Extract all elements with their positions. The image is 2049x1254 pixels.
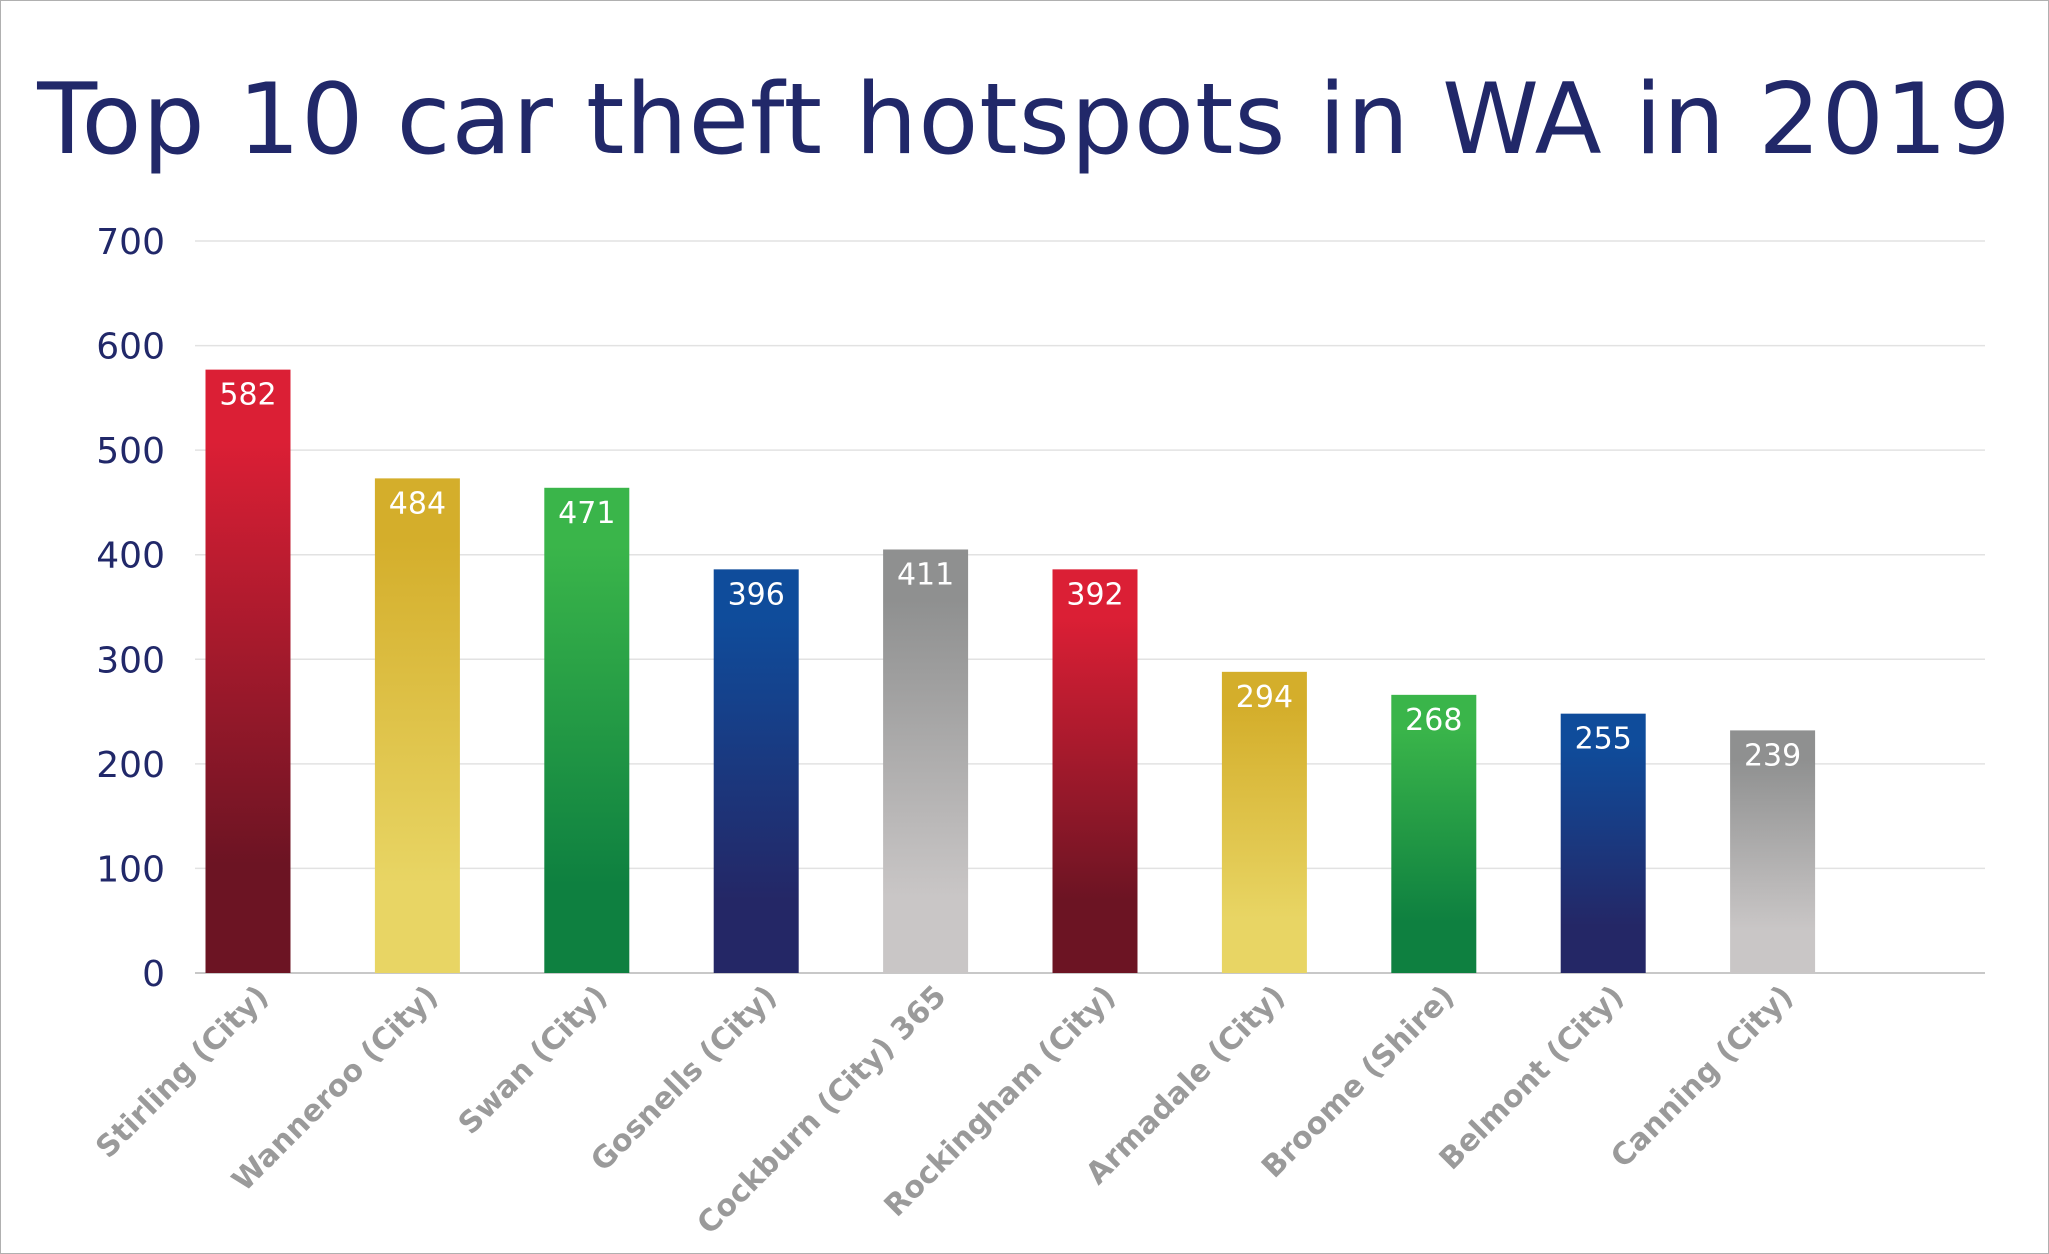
data-label: 268: [1405, 703, 1462, 738]
data-label: 255: [1575, 722, 1632, 757]
data-label: 582: [219, 378, 276, 413]
x-tick-label: Canning (City): [1604, 979, 1800, 1175]
y-tick-label: 0: [142, 954, 165, 995]
y-tick-label: 300: [96, 640, 165, 681]
bar: [544, 487, 630, 973]
chart-title: Top 10 car theft hotspots in WA in 2019: [37, 63, 2012, 177]
data-label: 294: [1236, 680, 1293, 715]
y-tick-label: 200: [96, 745, 165, 786]
data-label: 484: [389, 486, 446, 521]
bars: [205, 369, 1816, 973]
x-tick-label: Belmont (City): [1433, 979, 1631, 1177]
bar: [1730, 730, 1816, 973]
bar: [1221, 671, 1307, 973]
data-label: 411: [897, 557, 954, 592]
data-labels: 582 484 471 396 411 392 294 268 255 239: [219, 378, 1801, 774]
bar: [374, 478, 460, 973]
y-tick-label: 500: [96, 431, 165, 472]
y-tick-label: 400: [96, 536, 165, 577]
data-label: 239: [1744, 738, 1801, 773]
bar: [1391, 694, 1477, 973]
x-tick-label: Swan (City): [452, 979, 615, 1142]
data-label: 471: [558, 496, 615, 531]
data-label: 396: [728, 577, 785, 612]
bar: [713, 569, 799, 973]
x-tick-label: Stirling (City): [89, 979, 275, 1165]
x-tick-labels: Stirling (City)Wanneroo (City) Swan (City…: [89, 979, 1800, 1242]
x-tick-label: Gosnells (City): [584, 979, 784, 1179]
y-tick-label: 700: [96, 222, 165, 263]
y-tick-labels: 0 100 200 300 400 500 600 700: [96, 222, 165, 995]
bar: [205, 369, 291, 973]
bar: [883, 549, 969, 973]
y-tick-label: 600: [96, 327, 165, 368]
y-tick-label: 100: [96, 849, 165, 890]
x-tick-label: Broome (Shire): [1255, 979, 1461, 1185]
data-label: 392: [1066, 577, 1123, 612]
bar: [1052, 569, 1138, 973]
bar: [1560, 713, 1646, 973]
